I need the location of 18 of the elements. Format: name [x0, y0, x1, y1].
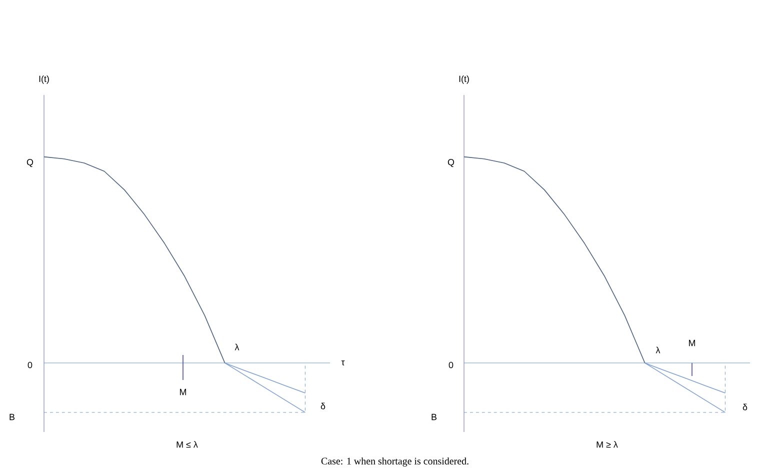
text: B: [10, 414, 15, 420]
text: B: [432, 414, 437, 420]
text: Q: [448, 159, 454, 167]
text: 0: [28, 362, 32, 368]
annotation: λ: [234, 344, 240, 350]
text: δ: [742, 404, 748, 410]
annotation: M: [180, 388, 186, 396]
annotation: λ: [656, 346, 660, 354]
y-axis-title: I(t): [39, 75, 49, 84]
y-axis-title: I(t): [459, 75, 469, 84]
text: Q: [26, 159, 34, 167]
text: δ: [320, 402, 326, 410]
text: M ≥ λ: [596, 441, 618, 448]
text: Case: 1 when shortage is considered.: [321, 457, 468, 467]
x-axis-title: τ: [341, 360, 345, 366]
text: 0: [448, 362, 454, 368]
text: M ≤ λ: [176, 441, 198, 448]
annotation: M: [689, 340, 696, 346]
